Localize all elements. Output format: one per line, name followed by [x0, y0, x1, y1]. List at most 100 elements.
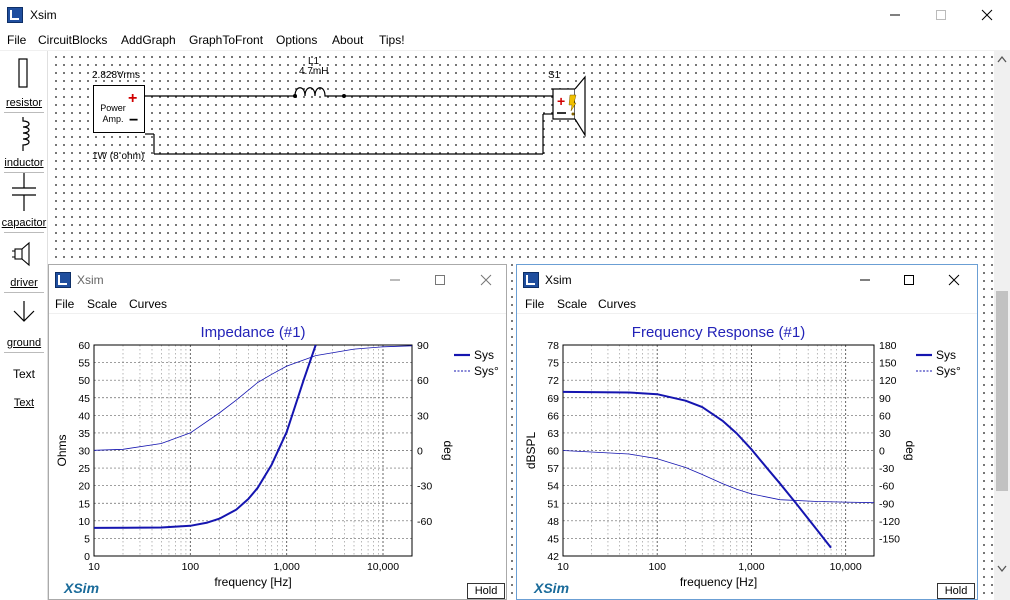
xsim-brand-logo: XSim	[534, 580, 570, 596]
y2-tick-label: 30	[879, 428, 891, 440]
imp-menu-scale[interactable]: Scale	[87, 297, 118, 311]
y2-tick-label: -30	[879, 463, 894, 475]
impedance-graph-window[interactable]: Xsim File Scale Curves Impedance (#1) 0 5 1…	[48, 264, 507, 600]
y-axis-label: dBSPL	[524, 431, 538, 469]
series-line-sys-phase	[563, 450, 874, 504]
menu-addgraph[interactable]: AddGraph	[121, 33, 176, 47]
response-window-title-bar[interactable]: Xsim	[517, 265, 977, 295]
fr-menu-file[interactable]: File	[525, 297, 545, 311]
main-menu-bar: File CircuitBlocks AddGraph GraphToFront…	[0, 30, 1010, 50]
x-tick-label: 1,000	[738, 561, 764, 573]
imp-menu-file[interactable]: File	[55, 297, 75, 311]
x-axis-label: frequency [Hz]	[214, 575, 291, 589]
menu-tips[interactable]: Tips!	[379, 33, 405, 47]
y-tick-label: 25	[78, 463, 90, 475]
tool-capacitor[interactable]: capacitor	[0, 173, 48, 233]
toolbox-separator	[4, 112, 44, 113]
y2-tick-label: 60	[879, 410, 891, 422]
menu-circuitblocks[interactable]: CircuitBlocks	[38, 33, 108, 47]
xsim-app-icon	[523, 272, 539, 288]
y-tick-label: 42	[547, 551, 559, 563]
y2-tick-label: -120	[879, 516, 900, 528]
menu-file[interactable]: File	[7, 33, 27, 47]
y2-tick-label: 0	[879, 446, 885, 458]
x-tick-label: 100	[648, 561, 666, 573]
minimize-icon[interactable]	[859, 274, 871, 286]
y-tick-label: 0	[84, 551, 90, 563]
inductor-icon	[22, 117, 30, 151]
tool-inductor[interactable]: inductor	[0, 113, 48, 173]
component-toolbox: resistor inductor capacitor driver	[0, 51, 48, 600]
amp-name-line1: Power	[100, 103, 126, 113]
tool-text-label: Text	[13, 397, 35, 409]
impedance-chart[interactable]: Impedance (#1) 0 5 10 15 20 25 30 35 40 45 50 55 60 90…	[49, 314, 506, 600]
close-icon[interactable]	[948, 274, 960, 286]
scroll-down-icon[interactable]	[997, 565, 1007, 573]
vertical-scrollbar[interactable]	[994, 51, 1010, 600]
y2-tick-label: 150	[879, 358, 897, 370]
legend-label-sys-phase: Sys°	[474, 364, 499, 378]
menu-graphtofront[interactable]: GraphToFront	[189, 33, 264, 47]
menu-options[interactable]: Options	[276, 33, 318, 47]
menu-separator	[0, 50, 1010, 51]
amp-plus-sign: +	[128, 90, 138, 107]
x-tick-label: 10,000	[367, 561, 399, 573]
maximize-button[interactable]	[918, 0, 964, 30]
impedance-window-title-bar[interactable]: Xsim	[49, 265, 506, 295]
inductor-l1-symbol[interactable]	[294, 87, 344, 97]
scrollbar-thumb[interactable]	[996, 291, 1008, 491]
y2-tick-label: -60	[879, 481, 894, 493]
y-tick-label: 45	[78, 393, 90, 405]
response-hold-button[interactable]: Hold	[937, 583, 975, 599]
y2-tick-label: 60	[417, 375, 429, 387]
frequency-response-graph-window[interactable]: Xsim File Scale Curves Frequency Respons…	[516, 264, 978, 600]
y2-axis-label: deg	[441, 440, 455, 460]
minimize-icon[interactable]	[389, 274, 401, 286]
window-title: Xsim	[30, 8, 57, 22]
maximize-icon[interactable]	[434, 274, 446, 286]
fr-menu-curves[interactable]: Curves	[598, 297, 637, 311]
tool-ground[interactable]: ground	[0, 293, 48, 353]
y2-tick-label: -90	[879, 498, 894, 510]
speaker-s1-symbol[interactable]: +	[552, 75, 586, 138]
response-window-menu: File Scale Curves	[517, 295, 977, 313]
close-button[interactable]	[964, 0, 1010, 30]
y-tick-label: 15	[78, 498, 90, 510]
inductor-value-label: 4.7mH	[299, 66, 329, 77]
tool-driver[interactable]: driver	[0, 233, 48, 293]
minimize-button[interactable]	[872, 0, 918, 30]
menu-about[interactable]: About	[332, 33, 364, 47]
imp-menu-curves[interactable]: Curves	[129, 297, 168, 311]
y-tick-label: 48	[547, 516, 559, 528]
impedance-hold-button[interactable]: Hold	[467, 583, 505, 599]
y-tick-label: 78	[547, 340, 559, 352]
tool-resistor[interactable]: resistor	[0, 51, 48, 111]
amp-minus-sign: −	[129, 112, 139, 129]
legend-label-sys: Sys	[474, 348, 494, 362]
maximize-icon[interactable]	[903, 274, 915, 286]
frequency-response-chart[interactable]: Frequency Response (#1) 42 45 48 51 54 57 60 63 6…	[517, 314, 977, 600]
power-amp-block[interactable]: Power Amp. + −	[93, 85, 145, 133]
y2-tick-label: 120	[879, 375, 897, 387]
impedance-window-title: Xsim	[77, 273, 104, 287]
y-tick-label: 45	[547, 533, 559, 545]
y-tick-label: 51	[547, 498, 559, 510]
y2-tick-label: 0	[417, 446, 423, 458]
y-tick-label: 66	[547, 410, 559, 422]
minimize-icon	[890, 14, 900, 16]
y-tick-label: 60	[78, 340, 90, 352]
x-tick-label: 10	[88, 561, 100, 573]
toolbox-separator	[4, 232, 44, 233]
close-icon[interactable]	[480, 274, 492, 286]
scroll-up-icon[interactable]	[997, 55, 1007, 63]
y-tick-label: 63	[547, 428, 559, 440]
tool-text[interactable]: Text Text	[0, 353, 48, 413]
fr-menu-scale[interactable]: Scale	[557, 297, 588, 311]
y-tick-label: 35	[78, 428, 90, 440]
series-line-sys	[94, 345, 317, 529]
y-tick-label: 50	[78, 375, 90, 387]
xsim-brand-logo: XSim	[64, 580, 100, 596]
y-tick-label: 40	[78, 410, 90, 422]
tool-driver-label: driver	[10, 277, 38, 289]
y-tick-label: 20	[78, 481, 90, 493]
